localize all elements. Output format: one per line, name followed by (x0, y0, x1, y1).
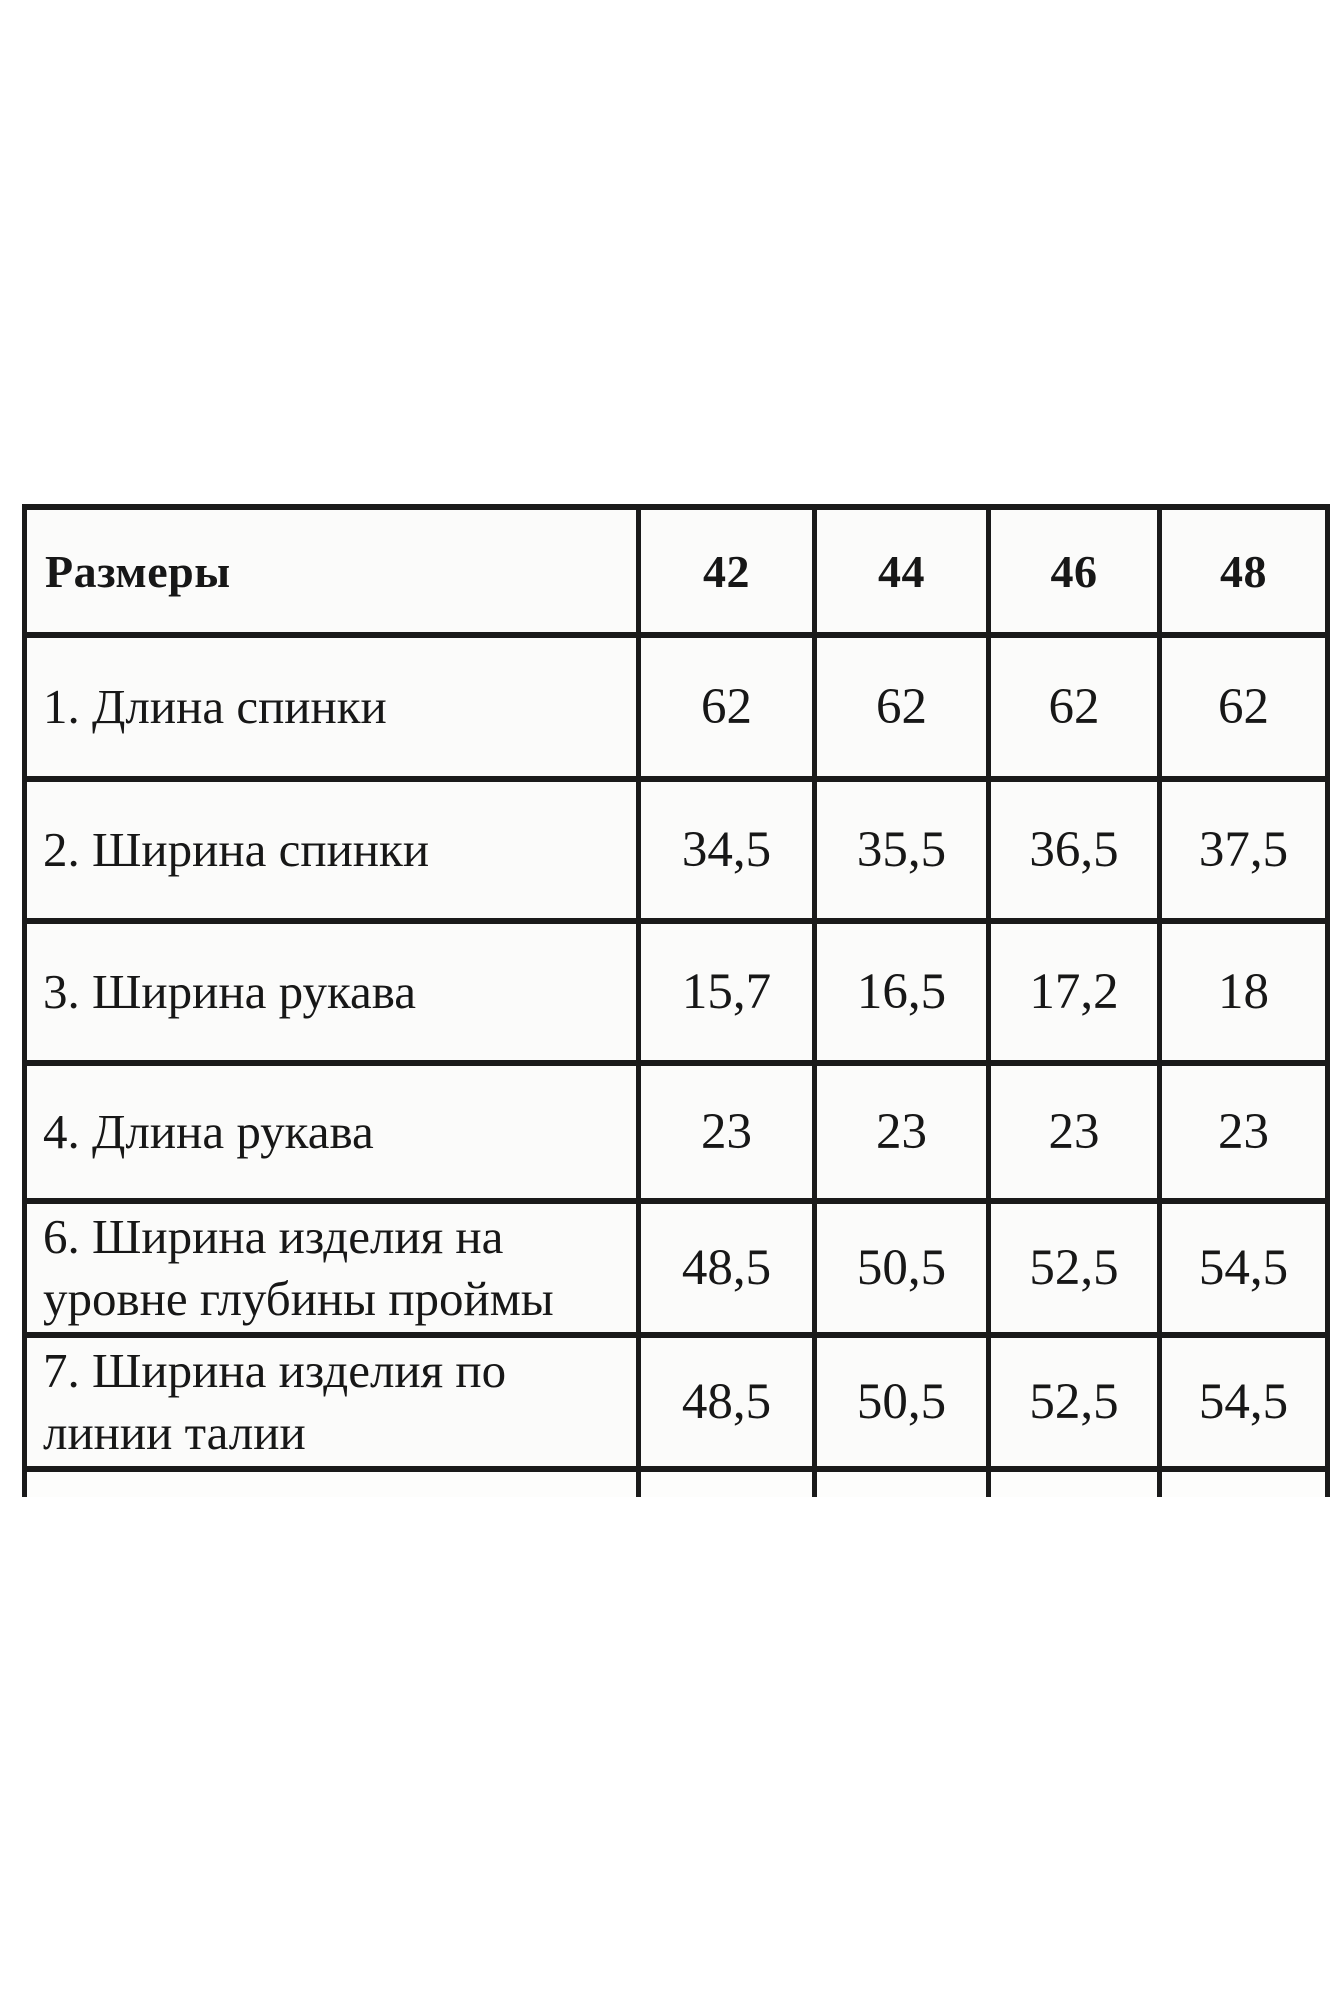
cell-value: 54,5 (1157, 1198, 1330, 1338)
cutoff-cell (22, 1466, 641, 1497)
cell-value: 36,5 (986, 776, 1162, 924)
row-label: 6. Ширина изделия на уровне глубины прой… (22, 1198, 641, 1338)
table-row-sleeve-length: 4. Длина рукава 23 23 23 23 (22, 1060, 1330, 1204)
row-label: 7. Ширина изделия по линии талии (22, 1332, 641, 1472)
cell-value: 50,5 (812, 1198, 991, 1338)
cell-value: 37,5 (1157, 776, 1330, 924)
cell-value: 15,7 (636, 918, 817, 1066)
header-size-42: 42 (636, 504, 817, 638)
cutoff-cell (986, 1466, 1162, 1497)
cell-value: 16,5 (812, 918, 991, 1066)
cell-value: 62 (812, 632, 991, 782)
cell-value: 62 (636, 632, 817, 782)
cell-value: 50,5 (812, 1332, 991, 1472)
cell-value: 17,2 (986, 918, 1162, 1066)
cell-value: 23 (636, 1060, 817, 1204)
cutoff-cell (812, 1466, 991, 1497)
header-label-cell: Размеры (22, 504, 641, 638)
row-label: 3. Ширина рукава (22, 918, 641, 1066)
table-row-cutoff (22, 1466, 1330, 1497)
cell-value: 23 (1157, 1060, 1330, 1204)
cell-value: 18 (1157, 918, 1330, 1066)
cell-value: 62 (1157, 632, 1330, 782)
table-row-back-width: 2. Ширина спинки 34,5 35,5 36,5 37,5 (22, 776, 1330, 924)
header-size-44: 44 (812, 504, 991, 638)
size-chart-table: Размеры 42 44 46 48 1. Длина спинки 62 6… (22, 504, 1330, 1497)
row-label: 2. Ширина спинки (22, 776, 641, 924)
table-row-sleeve-width: 3. Ширина рукава 15,7 16,5 17,2 18 (22, 918, 1330, 1066)
table-header-row: Размеры 42 44 46 48 (22, 504, 1330, 638)
cell-value: 23 (986, 1060, 1162, 1204)
table-row-width-at-armhole: 6. Ширина изделия на уровне глубины прой… (22, 1198, 1330, 1338)
cell-value: 54,5 (1157, 1332, 1330, 1472)
row-label: 1. Длина спинки (22, 632, 641, 782)
table-row-back-length: 1. Длина спинки 62 62 62 62 (22, 632, 1330, 782)
cell-value: 48,5 (636, 1198, 817, 1338)
row-label: 4. Длина рукава (22, 1060, 641, 1204)
cell-value: 52,5 (986, 1332, 1162, 1472)
cell-value: 34,5 (636, 776, 817, 924)
cell-value: 62 (986, 632, 1162, 782)
header-size-48: 48 (1157, 504, 1330, 638)
table-row-width-at-waist: 7. Ширина изделия по линии талии 48,5 50… (22, 1332, 1330, 1472)
cell-value: 48,5 (636, 1332, 817, 1472)
cutoff-cell (1157, 1466, 1330, 1497)
cell-value: 35,5 (812, 776, 991, 924)
cell-value: 52,5 (986, 1198, 1162, 1338)
cutoff-cell (636, 1466, 817, 1497)
cell-value: 23 (812, 1060, 991, 1204)
header-size-46: 46 (986, 504, 1162, 638)
